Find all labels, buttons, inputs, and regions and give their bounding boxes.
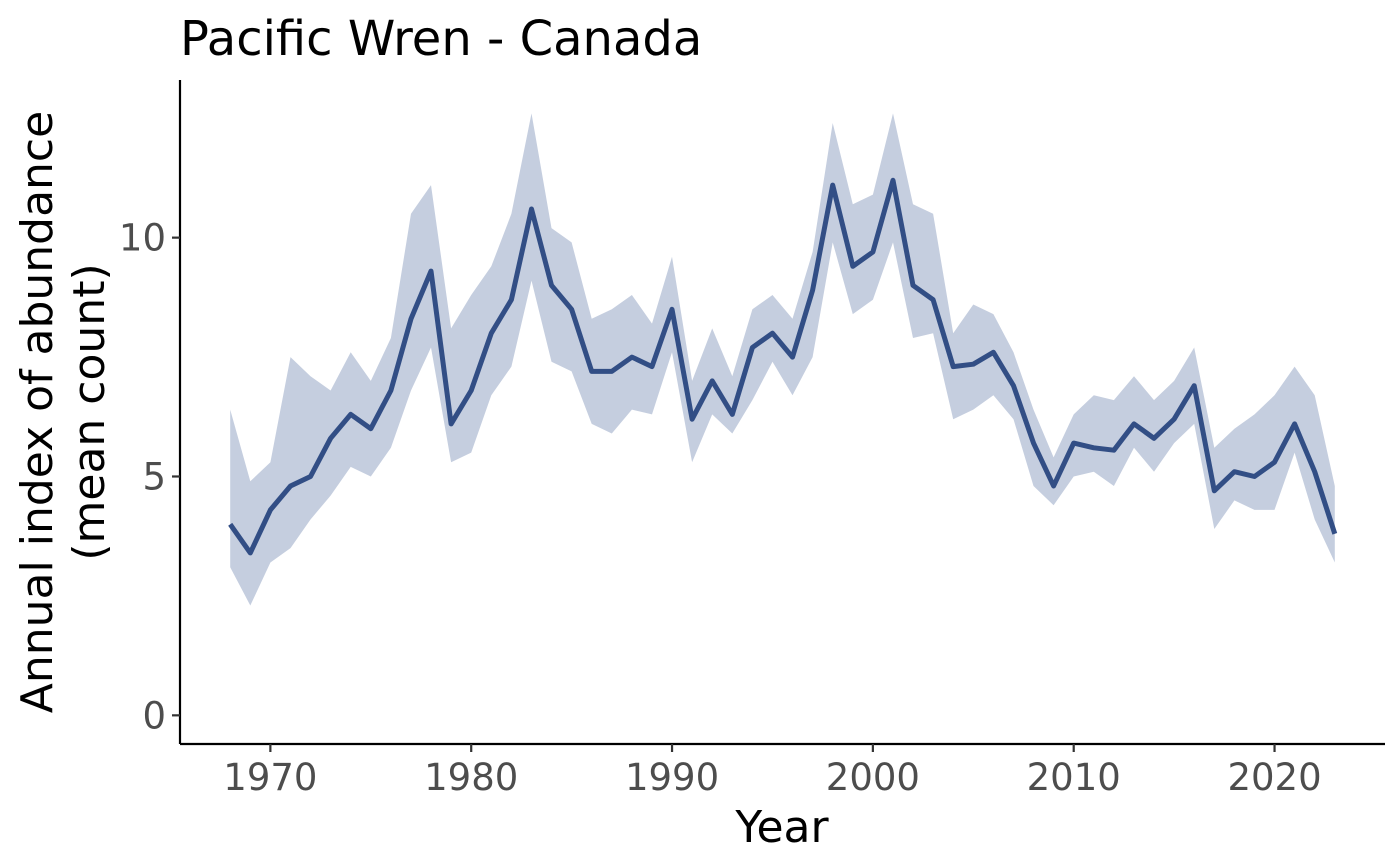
y-axis-title-line-1: Annual index of abundance [12,111,63,713]
x-tick-label: 2020 [1227,756,1321,799]
y-tick-label: 10 [119,217,166,260]
x-tick-label: 2000 [826,756,920,799]
y-tick-label: 0 [142,694,166,737]
y-axis-title: Annual index of abundance (mean count) [12,111,115,713]
plot-area: 0 5 10 1970 1980 1990 2000 2010 2020 [119,80,1385,799]
y-axis-title-line-2: (mean count) [64,263,115,560]
x-tick-label: 1970 [223,756,317,799]
x-axis-title: Year [734,802,829,853]
y-tick-label: 5 [142,455,166,498]
x-tick-label: 2010 [1027,756,1121,799]
chart-title: Pacific Wren - Canada [180,11,702,67]
abundance-index-line [228,177,1338,556]
confidence-ribbon [230,113,1335,606]
x-tick-label: 1980 [424,756,518,799]
x-tick-label: 1990 [625,756,719,799]
